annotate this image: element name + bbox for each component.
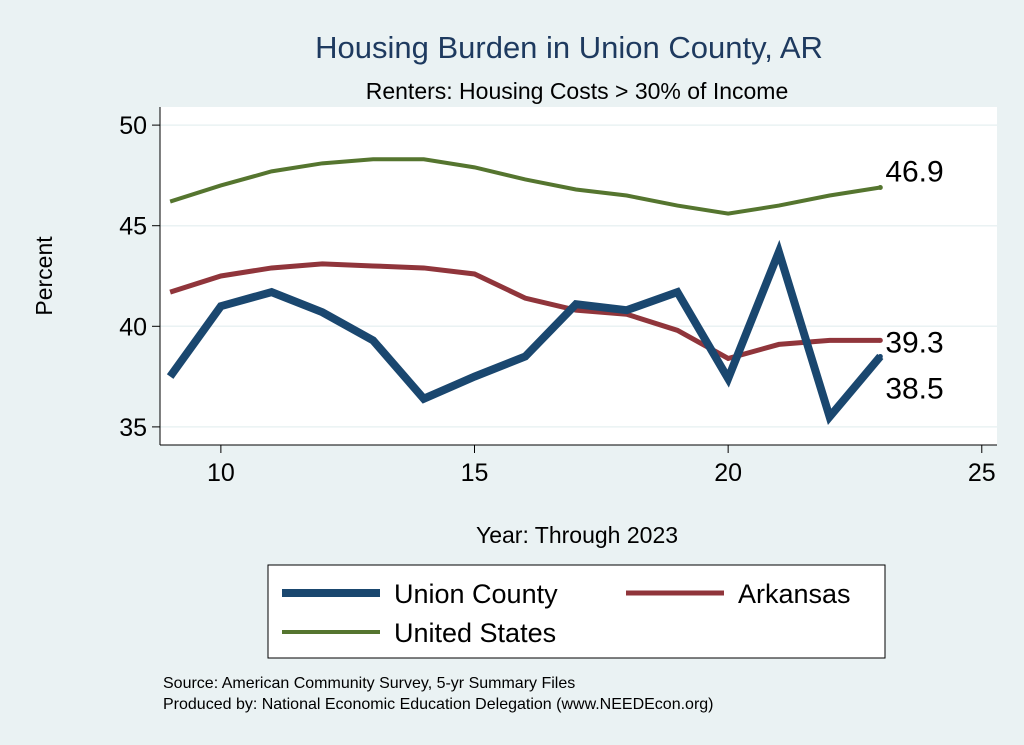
produced-by-note: Produced by: National Economic Education… <box>163 696 714 713</box>
y-tick-label: 35 <box>119 414 147 442</box>
chart-subtitle: Renters: Housing Costs > 30% of Income <box>366 78 789 104</box>
legend-label-united-states: United States <box>394 618 556 648</box>
y-tick-label: 45 <box>119 213 147 241</box>
series-line-united-states <box>169 157 881 216</box>
end-data-label: 39.3 <box>885 326 943 359</box>
legend: Union County Arkansas United States <box>267 564 886 659</box>
series-line-union-county <box>166 239 884 426</box>
legend-label-arkansas: Arkansas <box>738 579 851 609</box>
x-tick-label: 25 <box>968 459 996 487</box>
plot-area <box>160 107 997 445</box>
end-data-label: 38.5 <box>885 372 943 405</box>
x-tick-label: 20 <box>714 459 742 487</box>
x-tick-label: 10 <box>207 459 235 487</box>
legend-label-union-county: Union County <box>394 579 558 609</box>
series-line-arkansas <box>169 261 881 362</box>
x-tick-label: 15 <box>461 459 489 487</box>
end-point-marker <box>877 184 883 190</box>
chart-title: Housing Burden in Union County, AR <box>315 30 823 65</box>
y-tick-label: 40 <box>119 313 147 341</box>
end-point-marker <box>877 353 883 359</box>
x-axis-label: Year: Through 2023 <box>476 522 678 548</box>
end-point-marker <box>877 337 883 343</box>
end-data-label: 46.9 <box>885 155 943 188</box>
source-note: Source: American Community Survey, 5-yr … <box>163 675 575 692</box>
y-axis-label: Percent <box>31 236 57 316</box>
y-tick-label: 50 <box>119 112 147 140</box>
